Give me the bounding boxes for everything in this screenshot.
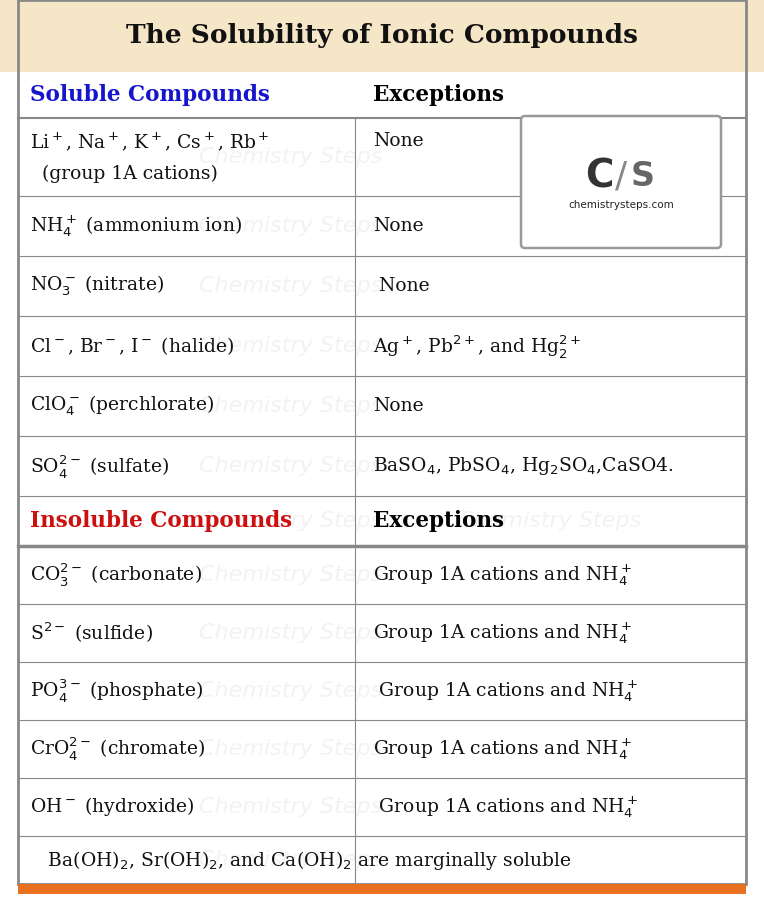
Text: Chemistry Steps: Chemistry Steps bbox=[199, 276, 382, 296]
Text: Li$^+$, Na$^+$, K$^+$, Cs$^+$, Rb$^+$: Li$^+$, Na$^+$, K$^+$, Cs$^+$, Rb$^+$ bbox=[30, 130, 270, 153]
Text: Chemistry Steps: Chemistry Steps bbox=[199, 739, 382, 759]
Text: None: None bbox=[373, 277, 429, 295]
Text: Ag$^+$, Pb$^{2+}$, and Hg$_2^{2+}$: Ag$^+$, Pb$^{2+}$, and Hg$_2^{2+}$ bbox=[373, 333, 581, 359]
Text: ClO$_4^-$ (perchlorate): ClO$_4^-$ (perchlorate) bbox=[30, 394, 215, 419]
Text: Exceptions: Exceptions bbox=[373, 510, 504, 532]
Text: C: C bbox=[584, 158, 613, 196]
Text: chemistrysteps.com: chemistrysteps.com bbox=[568, 200, 674, 210]
Text: PO$_4^{3-}$ (phosphate): PO$_4^{3-}$ (phosphate) bbox=[30, 678, 203, 704]
Text: Insoluble Compounds: Insoluble Compounds bbox=[30, 510, 292, 532]
Text: Chemistry Steps: Chemistry Steps bbox=[199, 623, 382, 643]
Text: Chemistry Steps: Chemistry Steps bbox=[199, 396, 382, 416]
Text: Group 1A cations and NH$_4^+$: Group 1A cations and NH$_4^+$ bbox=[373, 562, 632, 588]
Text: Chemistry Steps: Chemistry Steps bbox=[199, 336, 382, 356]
Text: Chemistry Steps: Chemistry Steps bbox=[199, 511, 382, 531]
Text: Cl$^-$, Br$^-$, I$^-$ (halide): Cl$^-$, Br$^-$, I$^-$ (halide) bbox=[30, 335, 235, 357]
Text: None: None bbox=[373, 217, 423, 235]
Text: Ba(OH)$_2$, Sr(OH)$_2$, and Ca(OH)$_2$ are marginally soluble: Ba(OH)$_2$, Sr(OH)$_2$, and Ca(OH)$_2$ a… bbox=[30, 848, 571, 871]
Bar bbox=[18, 884, 746, 894]
Text: Group 1A cations and NH$_4^+$: Group 1A cations and NH$_4^+$ bbox=[373, 678, 638, 703]
Text: None: None bbox=[373, 133, 423, 150]
Text: NH$_4^+$ (ammonium ion): NH$_4^+$ (ammonium ion) bbox=[30, 213, 242, 239]
Text: Chemistry Steps: Chemistry Steps bbox=[199, 850, 382, 870]
FancyBboxPatch shape bbox=[521, 116, 721, 248]
Text: Chemistry Steps: Chemistry Steps bbox=[458, 511, 642, 531]
Text: OH$^-$ (hydroxide): OH$^-$ (hydroxide) bbox=[30, 795, 194, 819]
Text: S: S bbox=[631, 160, 655, 193]
Text: /: / bbox=[615, 160, 627, 194]
Text: Chemistry Steps: Chemistry Steps bbox=[199, 565, 382, 585]
Text: NO$_3^-$ (nitrate): NO$_3^-$ (nitrate) bbox=[30, 274, 164, 299]
Text: Chemistry Steps: Chemistry Steps bbox=[199, 216, 382, 236]
Text: BaSO$_4$, PbSO$_4$, Hg$_2$SO$_4$,CaSO4.: BaSO$_4$, PbSO$_4$, Hg$_2$SO$_4$,CaSO4. bbox=[373, 455, 674, 477]
Text: (group 1A cations): (group 1A cations) bbox=[30, 165, 218, 183]
Text: Exceptions: Exceptions bbox=[373, 84, 504, 106]
Text: Chemistry Steps: Chemistry Steps bbox=[199, 147, 382, 167]
Text: Chemistry Steps: Chemistry Steps bbox=[199, 681, 382, 701]
Bar bbox=[0, 0, 764, 72]
Text: CO$_3^{2-}$ (carbonate): CO$_3^{2-}$ (carbonate) bbox=[30, 562, 202, 588]
Text: Soluble Compounds: Soluble Compounds bbox=[30, 84, 270, 106]
Text: SO$_4^{2-}$ (sulfate): SO$_4^{2-}$ (sulfate) bbox=[30, 453, 169, 479]
Text: Chemistry Steps: Chemistry Steps bbox=[199, 456, 382, 476]
Text: S$^{2-}$ (sulfide): S$^{2-}$ (sulfide) bbox=[30, 621, 153, 645]
Text: Group 1A cations and NH$_4^+$: Group 1A cations and NH$_4^+$ bbox=[373, 736, 632, 762]
Text: None: None bbox=[373, 397, 423, 415]
Text: CrO$_4^{2-}$ (chromate): CrO$_4^{2-}$ (chromate) bbox=[30, 736, 206, 762]
Text: Group 1A cations and NH$_4^+$: Group 1A cations and NH$_4^+$ bbox=[373, 794, 638, 820]
Text: Group 1A cations and NH$_4^+$: Group 1A cations and NH$_4^+$ bbox=[373, 620, 632, 646]
Text: Chemistry Steps: Chemistry Steps bbox=[199, 797, 382, 817]
Text: The Solubility of Ionic Compounds: The Solubility of Ionic Compounds bbox=[126, 24, 638, 49]
